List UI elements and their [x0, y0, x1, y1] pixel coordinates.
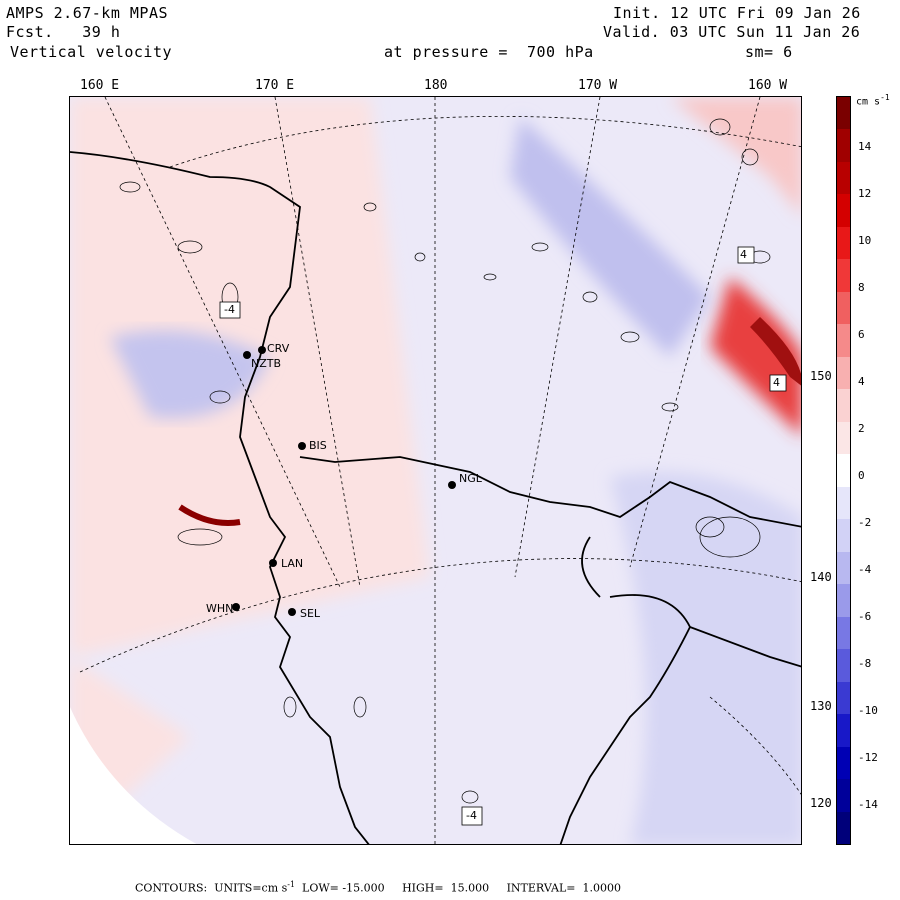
colorbar-segment — [837, 714, 850, 748]
colorbar-segment — [837, 681, 850, 715]
station-bis: BIS — [309, 439, 327, 452]
graticule — [79, 97, 801, 844]
colorbar-segment — [837, 226, 850, 260]
no-data-corner — [70, 707, 197, 844]
colorbar-segment — [837, 259, 850, 293]
colorbar-segment — [837, 291, 850, 325]
colorbar-segment — [837, 97, 850, 130]
colorbar-tick-label: -14 — [858, 798, 878, 811]
valid-time: Valid. 03 UTC Sun 11 Jan 26 — [603, 23, 861, 41]
colorbar-segment — [837, 129, 850, 163]
smoothing: sm= 6 — [745, 43, 793, 61]
colorbar-segment — [837, 649, 850, 683]
colorbar-tick-label: 6 — [858, 328, 865, 341]
colorbar-tick-label: 10 — [858, 234, 872, 247]
lon-label-170e: 170 E — [255, 78, 295, 93]
colorbar-unit: cm s-1 — [856, 93, 890, 108]
box-label-1: -4 — [224, 303, 235, 316]
vertical-velocity-map — [70, 97, 801, 844]
colorbar-tick-label: 4 — [858, 375, 865, 388]
subsidence-streaks — [510, 117, 710, 357]
subsidence-region-east — [610, 472, 801, 844]
lon-label-170w: 170 W — [578, 78, 618, 93]
box-label-3: 4 — [773, 376, 780, 389]
station-ngl: NGL — [459, 472, 482, 485]
box-label-2: 4 — [740, 248, 747, 261]
colorbar-segment — [837, 779, 850, 812]
lon-label-180: 180 — [424, 78, 448, 93]
colorbar-tick-label: -8 — [858, 657, 872, 670]
colorbar-tick-label: 14 — [858, 140, 872, 153]
pressure-level: at pressure = 700 hPa — [384, 43, 594, 61]
colorbar-segment — [837, 584, 850, 618]
colorbar-segment — [837, 811, 850, 845]
contour-lines — [119, 118, 771, 804]
colorbar-tick-label: 8 — [858, 281, 865, 294]
colorbar-tick-label: 0 — [858, 469, 865, 482]
lon-label-160e: 160 E — [80, 78, 120, 93]
colorbar-segment — [837, 486, 850, 520]
station-nztb: NZTB — [251, 357, 282, 370]
colorbar-tick-label: 12 — [858, 187, 872, 200]
positive-region-northeast — [670, 97, 801, 215]
colorbar-tick-label: -2 — [858, 516, 872, 529]
colorbar-segment — [837, 324, 850, 358]
station-lan: LAN — [281, 557, 304, 570]
map-panel: -4 4 4 -4 CRV NZTB BIS NGL LAN WHN SEL — [69, 96, 802, 845]
colorbar-tick-label: -10 — [858, 704, 878, 717]
updraft-streak — [178, 504, 241, 526]
lon-label-160w: 160 W — [748, 78, 788, 93]
contour-label-boxes — [219, 246, 787, 826]
colorbar-segment — [837, 161, 850, 195]
init-time: Init. 12 UTC Fri 09 Jan 26 — [613, 4, 861, 22]
colorbar-segment — [837, 519, 850, 553]
colorbar-segment — [837, 356, 850, 390]
colorbar-segment — [837, 421, 850, 455]
colorbar-segment — [837, 551, 850, 585]
colorbar-tick-label: -6 — [858, 610, 872, 623]
coastlines — [70, 151, 801, 844]
contour-info: CONTOURS: UNITS=cm s-1 LOW= -15.000 HIGH… — [135, 880, 621, 895]
model-title: AMPS 2.67-km MPAS — [6, 4, 169, 22]
station-sel: SEL — [300, 607, 321, 620]
colorbar-tick-label: 2 — [858, 422, 865, 435]
colorbar-tick-label: -12 — [858, 751, 878, 764]
colorbar-segment — [837, 194, 850, 228]
colorbar — [836, 96, 851, 845]
colorbar-tick-label: -4 — [858, 563, 872, 576]
colorbar-segment — [837, 616, 850, 650]
field-name: Vertical velocity — [10, 43, 173, 61]
max-updraft-core — [750, 317, 801, 386]
colorbar-segment — [837, 746, 850, 780]
colorbar-segment — [837, 389, 850, 423]
station-markers — [232, 346, 456, 616]
strong-updraft-band — [710, 277, 801, 436]
station-crv: CRV — [267, 342, 290, 355]
forecast-hour: Fcst. 39 h — [6, 23, 121, 41]
station-whn: WHN — [206, 602, 234, 615]
box-label-4: -4 — [466, 809, 477, 822]
colorbar-segment — [837, 454, 850, 488]
